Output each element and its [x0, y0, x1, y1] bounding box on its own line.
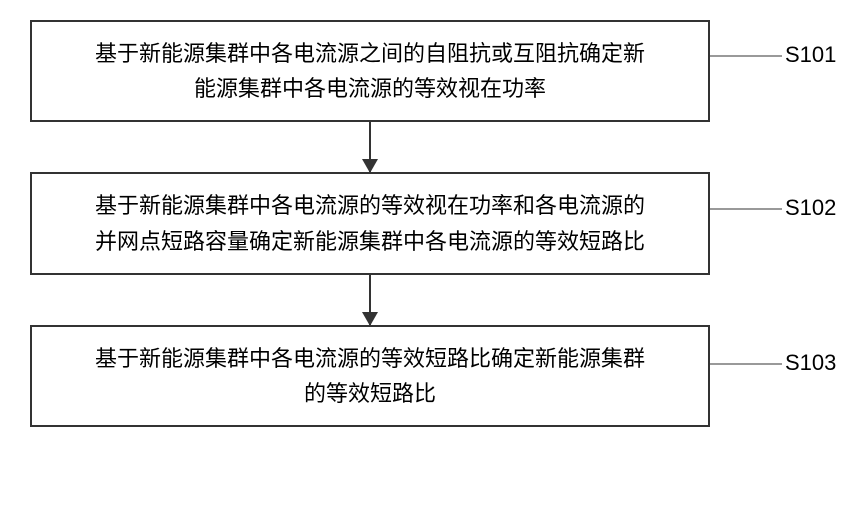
step-text-1-line1: 基于新能源集群中各电流源之间的自阻抗或互阻抗确定新 — [95, 41, 645, 66]
label-line-1 — [710, 55, 782, 57]
step-text-3-line1: 基于新能源集群中各电流源的等效短路比确定新能源集群 — [95, 346, 645, 371]
step-box-1: 基于新能源集群中各电流源之间的自阻抗或互阻抗确定新 能源集群中各电流源的等效视在… — [30, 20, 710, 122]
step-label-2-text: S102 — [785, 195, 836, 220]
step-row-1: 基于新能源集群中各电流源之间的自阻抗或互阻抗确定新 能源集群中各电流源的等效视在… — [30, 20, 840, 122]
arrow-2 — [369, 275, 371, 325]
step-text-2-line2: 并网点短路容量确定新能源集群中各电流源的等效短路比 — [95, 229, 645, 254]
connector-1 — [30, 122, 710, 172]
step-box-2: 基于新能源集群中各电流源的等效视在功率和各电流源的 并网点短路容量确定新能源集群… — [30, 172, 710, 274]
connector-2 — [30, 275, 710, 325]
step-label-3: S103 — [785, 350, 836, 376]
step-label-2: S102 — [785, 195, 836, 221]
step-text-1-line2: 能源集群中各电流源的等效视在功率 — [194, 76, 546, 101]
step-text-3-line2: 的等效短路比 — [304, 381, 436, 406]
step-label-1-text: S101 — [785, 42, 836, 67]
step-row-3: 基于新能源集群中各电流源的等效短路比确定新能源集群 的等效短路比 — [30, 325, 840, 427]
step-label-1: S101 — [785, 42, 836, 68]
step-row-2: 基于新能源集群中各电流源的等效视在功率和各电流源的 并网点短路容量确定新能源集群… — [30, 172, 840, 274]
label-line-3 — [710, 363, 782, 365]
step-label-3-text: S103 — [785, 350, 836, 375]
arrow-1 — [369, 122, 371, 172]
step-box-3: 基于新能源集群中各电流源的等效短路比确定新能源集群 的等效短路比 — [30, 325, 710, 427]
label-line-2 — [710, 208, 782, 210]
step-text-2-line1: 基于新能源集群中各电流源的等效视在功率和各电流源的 — [95, 193, 645, 218]
flowchart-container: 基于新能源集群中各电流源之间的自阻抗或互阻抗确定新 能源集群中各电流源的等效视在… — [30, 20, 840, 427]
